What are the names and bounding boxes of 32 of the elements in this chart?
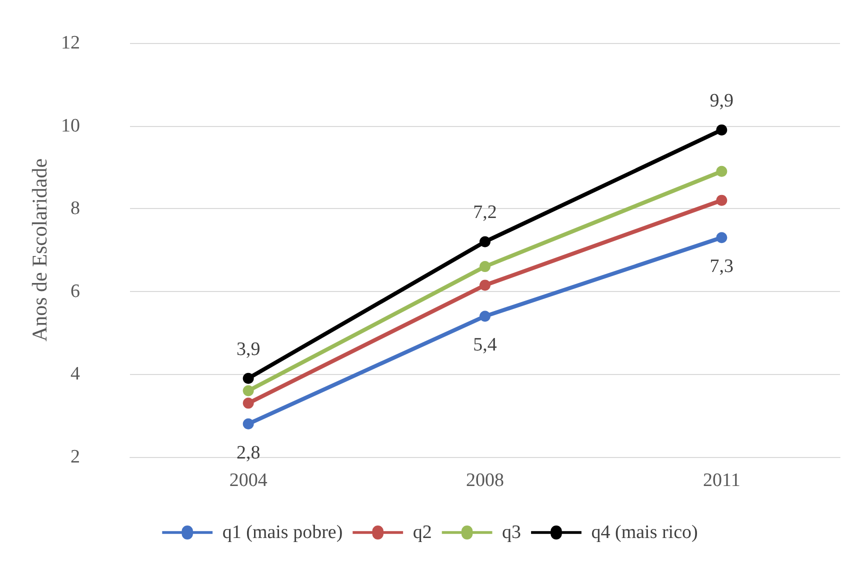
x-tick-label: 2004 <box>229 470 268 491</box>
legend-label: q2 <box>412 522 432 543</box>
y-axis-title: Anos de Escolaridade <box>28 158 52 342</box>
data-label: 5,4 <box>473 334 498 356</box>
y-tick-label: 12 <box>61 32 80 54</box>
point <box>480 261 490 272</box>
data-label: 7,2 <box>473 202 497 224</box>
legend-label: q1 (mais pobre) <box>222 522 343 543</box>
y-tick-label: 8 <box>70 198 80 220</box>
point <box>716 232 728 244</box>
y-tick-label: 10 <box>61 115 80 136</box>
point <box>480 310 490 322</box>
data-label: 9,9 <box>710 90 734 112</box>
legend-label: q3 <box>502 522 522 543</box>
x-tick-label: 2011 <box>703 470 740 491</box>
data-label: 3,9 <box>236 338 260 360</box>
legend-label: q4 (mais rico) <box>591 522 698 543</box>
x-tick-label: 2008 <box>466 470 504 491</box>
data-label: 2,8 <box>236 442 260 464</box>
y-tick-label: 2 <box>70 446 80 468</box>
point <box>242 398 254 409</box>
y-tick-label: 4 <box>70 364 80 385</box>
point <box>716 166 728 177</box>
y-tick-label: 6 <box>70 280 80 302</box>
point <box>242 372 254 384</box>
point <box>716 194 728 206</box>
point <box>242 418 254 430</box>
data-label: 7,3 <box>710 256 734 278</box>
point <box>242 385 254 396</box>
point <box>480 280 490 291</box>
point <box>480 236 490 248</box>
point <box>716 124 728 136</box>
